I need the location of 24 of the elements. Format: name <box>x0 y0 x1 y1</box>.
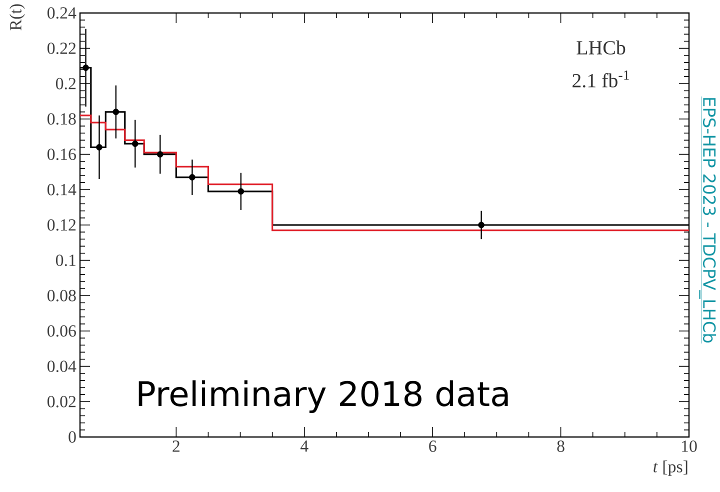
x-tick-label: 6 <box>429 440 436 452</box>
y-tick-label: 0.24 <box>47 7 76 19</box>
x-tick-label: 8 <box>557 440 564 452</box>
y-tick-label: 0.08 <box>47 290 76 302</box>
y-tick-label: 0.2 <box>56 78 76 90</box>
text: EPS-HEP 2023 - TDCPV_LHCb <box>699 98 716 343</box>
annotation: LHCb <box>576 40 626 55</box>
y-tick-label: 0.04 <box>47 360 76 372</box>
y-tick-label: 0.18 <box>47 113 76 125</box>
y-tick-label: 0.12 <box>47 219 76 231</box>
y-tick-label: 0.22 <box>47 42 76 54</box>
x-tick-label: 10 <box>682 440 697 452</box>
annotation: 2.1 fb$^{-1}$ <box>572 70 629 88</box>
y-tick-label: 0.06 <box>47 325 76 337</box>
x-axis-title: t [ps] <box>654 460 688 476</box>
y-axis-title: R(t) <box>10 4 25 30</box>
y-tick-label: 0 <box>68 431 76 443</box>
y-tick-label: 0.1 <box>56 254 76 266</box>
annotation: Preliminary 2018 data <box>138 380 508 414</box>
x-tick-label: 2 <box>172 440 180 452</box>
y-tick-label: 0.16 <box>47 148 76 160</box>
y-tick-label: 0.14 <box>47 184 76 196</box>
y-tick-label: 0.02 <box>47 396 76 408</box>
x-tick-label: 4 <box>300 440 308 452</box>
